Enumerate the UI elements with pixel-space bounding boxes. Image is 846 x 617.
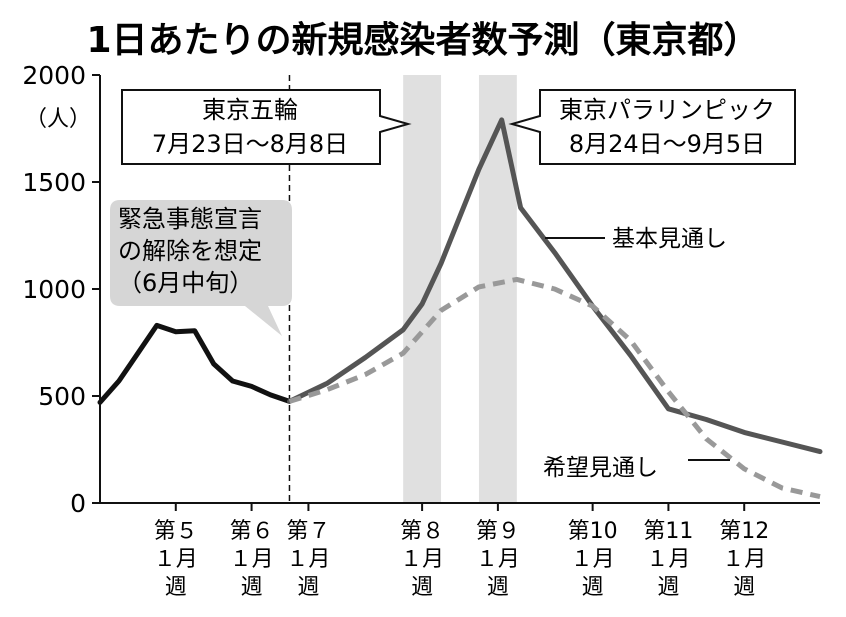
x-tick-label-6-1: １月 <box>646 547 690 572</box>
olympics-box <box>121 89 412 165</box>
paralympics-line-2: 8月24日〜9月5日 <box>569 130 765 158</box>
y-ticks: 0 500 1000 1500 2000 <box>22 61 100 518</box>
x-tick-label-5-2: 週 <box>582 575 604 600</box>
emergency-line-3: （6月中旬） <box>118 269 253 297</box>
x-tick-label-2-1: １月 <box>286 547 330 572</box>
y-tick-label: 2000 <box>22 61 86 90</box>
series-line-2 <box>288 276 821 500</box>
x-tick-label-7-1: １月 <box>722 547 766 572</box>
x-tick-label-1-2: 週 <box>241 575 263 600</box>
x-tick-label-2-2: 週 <box>297 575 319 600</box>
olympics-line-1: 東京五輪 <box>202 96 298 124</box>
x-tick-label-4-2: 週 <box>487 575 509 600</box>
y-tick-label: 1500 <box>22 168 86 197</box>
olympics-line-2: 7月23日〜8月8日 <box>152 130 348 158</box>
emergency-bubble <box>110 200 292 336</box>
x-tick-label-7-0: 第12 <box>719 519 769 544</box>
x-tick-label-3-2: 週 <box>411 575 433 600</box>
y-tick-label: 0 <box>70 489 86 518</box>
basic-outlook-label: 基本見通し <box>612 226 727 252</box>
x-tick-label-5-1: １月 <box>571 547 615 572</box>
x-tick-label-6-2: 週 <box>657 575 679 600</box>
x-tick-label-1-0: 第６ <box>230 519 274 544</box>
shaded-period-1 <box>478 75 517 503</box>
x-tick-label-0-2: 週 <box>165 575 187 600</box>
paralympics-box <box>508 89 796 165</box>
x-tick-label-3-1: １月 <box>400 547 444 572</box>
series-line-1 <box>287 117 823 455</box>
hopeful-outlook-label-group: 希望見通し <box>543 455 730 481</box>
y-axis-unit: （人） <box>25 107 91 132</box>
chart-title: 1日あたりの新規感染者数予測（東京都） <box>86 19 759 61</box>
series-line-0 <box>97 322 292 405</box>
hopeful-outlook-label: 希望見通し <box>543 455 658 481</box>
shaded-periods <box>403 75 517 503</box>
x-tick-label-6-0: 第11 <box>643 519 693 544</box>
y-tick-label: 500 <box>38 382 86 411</box>
x-tick-label-7-2: 週 <box>733 575 755 600</box>
x-tick-label-0-1: １月 <box>154 547 198 572</box>
paralympics-callout: 東京パラリンピック 8月24日〜9月5日 <box>508 89 796 165</box>
x-ticks: 第５１月週第６１月週第７１月週第８１月週第９１月週第10１月週第11１月週第12… <box>154 503 769 600</box>
x-tick-label-5-0: 第10 <box>568 519 618 544</box>
emergency-callout: 緊急事態宣言 の解除を想定 （6月中旬） <box>110 200 292 336</box>
x-tick-label-1-1: １月 <box>230 547 274 572</box>
x-tick-label-0-0: 第５ <box>154 519 198 544</box>
x-tick-label-2-0: 第７ <box>286 519 330 544</box>
emergency-line-2: の解除を想定 <box>118 237 262 265</box>
olympics-callout: 東京五輪 7月23日〜8月8日 <box>121 89 412 165</box>
series-lines <box>97 117 823 500</box>
x-tick-label-4-1: １月 <box>476 547 520 572</box>
shaded-period-0 <box>403 75 442 503</box>
emergency-line-1: 緊急事態宣言 <box>118 205 262 233</box>
x-tick-label-3-0: 第８ <box>400 519 444 544</box>
paralympics-line-1: 東京パラリンピック <box>559 96 775 124</box>
x-tick-label-4-0: 第９ <box>476 519 520 544</box>
y-tick-label: 1000 <box>22 275 86 304</box>
basic-outlook-label-group: 基本見通し <box>545 226 727 252</box>
